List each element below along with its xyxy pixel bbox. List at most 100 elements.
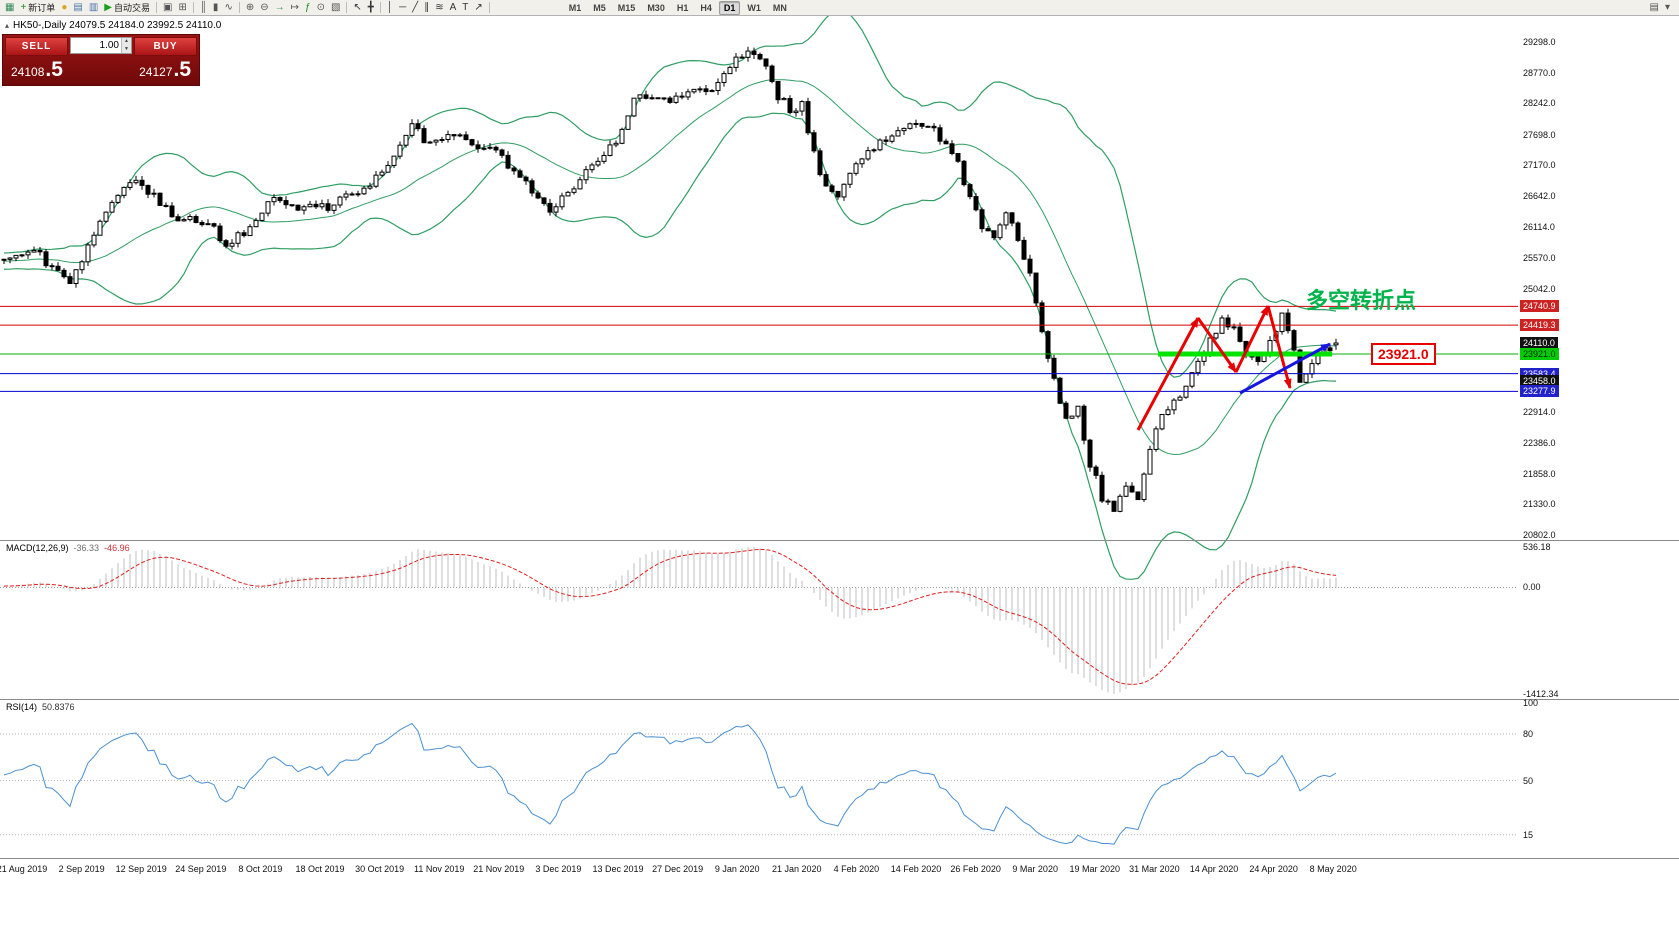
time-label: 24 Sep 2019 <box>175 864 227 874</box>
rsi-name: RSI(14) <box>6 702 38 712</box>
rsi-tick: 50 <box>1523 775 1534 786</box>
market-watch-icon[interactable]: ▤ <box>71 1 84 15</box>
tile-windows-icon[interactable]: ⊞ <box>176 1 188 15</box>
macd-value-2: -46.96 <box>104 543 130 553</box>
price-level-annotation[interactable]: 23921.0 <box>1371 343 1436 365</box>
vertical-line-icon[interactable]: │ <box>385 1 395 15</box>
macd-axis[interactable]: 536.18 0.00 -1412.34 <box>1518 541 1679 699</box>
volume-down-button[interactable]: ▼ <box>122 45 131 53</box>
volume-steppers: ▲ ▼ <box>121 38 131 53</box>
trendline-icon: ╱ <box>412 1 419 13</box>
fibonacci-icon[interactable]: ≋ <box>433 1 445 15</box>
line-chart-icon[interactable]: ∿ <box>222 1 234 15</box>
arrows-icon: ↗ <box>474 1 483 13</box>
price-tick: 29298.0 <box>1523 37 1556 47</box>
fibonacci-icon: ≋ <box>435 1 444 13</box>
price-level-label: 23921.0 <box>1520 348 1559 360</box>
time-label: 9 Mar 2020 <box>1012 864 1058 874</box>
time-label: 18 Oct 2019 <box>295 864 345 874</box>
time-label: 12 Sep 2019 <box>115 864 167 874</box>
crosshair-icon[interactable]: ╋ <box>366 1 376 15</box>
zoom-in-icon[interactable]: ⊕ <box>244 1 256 15</box>
timeframe-d1-button[interactable]: D1 <box>718 0 741 15</box>
price-tick: 25042.0 <box>1523 283 1556 294</box>
indicators-icon[interactable]: ƒ <box>303 1 313 15</box>
timeframe-m30-button[interactable]: M30 <box>647 2 665 13</box>
timeframe-mn-button[interactable]: MN <box>772 2 787 13</box>
one-click-trading-panel: SELL ▲ ▼ BUY 24108.5 24127.5 <box>2 34 200 86</box>
macd-value-1: -36.33 <box>73 543 100 553</box>
turning-point-annotation[interactable]: 多空转折点 <box>1306 288 1417 313</box>
volume-input[interactable] <box>71 38 121 53</box>
price-level-label: 23458.0 <box>1520 374 1559 387</box>
data-window-icon[interactable]: ▥ <box>87 1 100 15</box>
toolbar-separator <box>192 2 194 13</box>
time-label: 19 Mar 2020 <box>1069 864 1121 874</box>
vertical-line-icon: │ <box>386 1 394 13</box>
timeframe-m15-button[interactable]: M15 <box>617 2 636 13</box>
cursor-icon[interactable]: ↖ <box>351 1 363 15</box>
bar-chart-icon[interactable]: ║ <box>198 1 209 15</box>
sell-price[interactable]: 24108.5 <box>11 58 63 82</box>
templates-icon[interactable]: ▧ <box>329 1 342 15</box>
window-list-icon: ▤ <box>1649 2 1659 13</box>
one-click-collapse-button[interactable]: ▴ <box>5 21 10 30</box>
auto-trading-button[interactable]: ▶ 自动交易 <box>102 1 152 15</box>
zoom-out-icon[interactable]: ⊖ <box>258 1 270 15</box>
gold-icon[interactable]: ● <box>59 1 69 15</box>
chart-window-icon: ▦ <box>5 1 15 13</box>
sell-button[interactable]: SELL <box>5 37 68 56</box>
new-order-icon: + <box>20 1 27 13</box>
auto-scroll-icon[interactable]: → <box>273 1 287 15</box>
chart-title-bar: ▴ HK50-,Daily 24079.5 24184.0 23992.5 24… <box>5 20 221 31</box>
macd-label: MACD(12,26,9) -36.33 -46.96 <box>6 543 130 553</box>
buy-button[interactable]: BUY <box>134 37 197 56</box>
bar-chart-icon: ║ <box>199 1 207 13</box>
volume-up-button[interactable]: ▲ <box>122 38 131 46</box>
trendline-icon[interactable]: ╱ <box>410 1 420 15</box>
arrows-icon[interactable]: ↗ <box>472 1 484 15</box>
price-tick: 21858.0 <box>1523 468 1556 479</box>
rsi-axis[interactable]: 100 80 50 15 <box>1518 698 1679 858</box>
cascade-windows-icon[interactable]: ▣ <box>161 1 174 15</box>
candlestick-chart-icon: ▮ <box>212 1 219 13</box>
timeframe-m5-button[interactable]: M5 <box>593 2 606 13</box>
price-tick: 28770.0 <box>1523 67 1556 78</box>
horizontal-line-icon[interactable]: ─ <box>397 1 408 15</box>
crosshair-icon: ╋ <box>367 1 374 13</box>
new-order-label: 新订单 <box>28 3 56 13</box>
buy-price[interactable]: 24127.5 <box>139 58 191 82</box>
candlestick-chart-icon[interactable]: ▮ <box>211 1 221 15</box>
time-label: 9 Jan 2020 <box>714 864 760 874</box>
cursor-icon: ↖ <box>353 1 362 13</box>
channel-icon[interactable]: ∥ <box>422 1 431 15</box>
label-icon: T <box>462 1 469 13</box>
toolbar-options-icon[interactable]: ▾ <box>1663 1 1672 15</box>
window-list-icon[interactable]: ▤ <box>1648 1 1661 15</box>
time-axis[interactable]: 21 Aug 2019 2 Sep 2019 12 Sep 2019 24 Sep 2… <box>0 859 1679 879</box>
chart-window-icon[interactable]: ▦ <box>3 1 16 15</box>
label-icon[interactable]: T <box>460 1 470 15</box>
timeframe-h4-button[interactable]: H4 <box>700 2 712 13</box>
periods-icon[interactable]: ⊙ <box>315 1 327 15</box>
channel-icon: ∥ <box>424 1 430 13</box>
price-tick: 27170.0 <box>1523 160 1556 171</box>
time-label: 13 Dec 2019 <box>592 864 644 874</box>
time-label: 2 Sep 2019 <box>58 864 105 874</box>
time-label: 30 Oct 2019 <box>355 864 405 874</box>
timeframe-m1-button[interactable]: M1 <box>568 2 582 13</box>
toolbar-options-icon: ▾ <box>1664 2 1670 13</box>
chart-shift-icon[interactable]: ↦ <box>289 1 301 15</box>
market-watch-icon: ▤ <box>73 1 83 13</box>
time-label: 26 Feb 2020 <box>950 864 1001 874</box>
horizontal-line-icon: ─ <box>399 1 407 13</box>
timeframe-h1-button[interactable]: H1 <box>676 2 689 13</box>
time-label: 27 Dec 2019 <box>652 864 704 874</box>
new-order-button[interactable]: + 新订单 <box>18 1 57 15</box>
timeframe-w1-button[interactable]: W1 <box>747 2 761 13</box>
text-icon[interactable]: A <box>448 1 459 15</box>
price-level-label: 24419.3 <box>1520 319 1559 332</box>
sell-price-main: 24108 <box>11 65 45 79</box>
price-axis[interactable]: 29298.0 28770.0 28242.0 27698.0 27170.0 26642… <box>1518 17 1679 540</box>
